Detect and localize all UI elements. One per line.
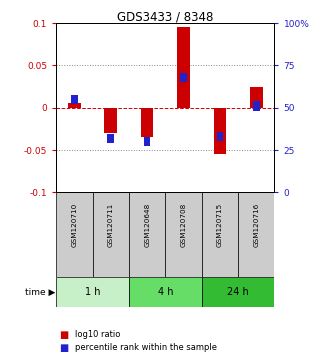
Bar bbox=[129, 277, 202, 307]
Bar bbox=[92, 193, 129, 277]
Title: GDS3433 / 8348: GDS3433 / 8348 bbox=[117, 10, 213, 23]
Bar bbox=[165, 193, 202, 277]
Text: GSM120648: GSM120648 bbox=[144, 202, 150, 247]
Bar bbox=[104, 108, 117, 133]
Bar bbox=[108, 133, 114, 143]
Bar bbox=[129, 193, 165, 277]
Bar bbox=[56, 193, 92, 277]
Text: ■: ■ bbox=[59, 330, 69, 339]
Text: GSM120715: GSM120715 bbox=[217, 202, 223, 247]
Text: ■: ■ bbox=[59, 343, 69, 353]
Bar bbox=[141, 108, 153, 137]
Text: GSM120716: GSM120716 bbox=[253, 202, 259, 247]
Bar bbox=[238, 193, 274, 277]
Bar bbox=[144, 137, 151, 146]
Bar bbox=[56, 277, 129, 307]
Text: 24 h: 24 h bbox=[227, 287, 249, 297]
Bar bbox=[177, 27, 190, 108]
Bar bbox=[202, 193, 238, 277]
Bar bbox=[213, 108, 226, 154]
Bar bbox=[250, 86, 263, 108]
Text: GSM120711: GSM120711 bbox=[108, 202, 114, 247]
Text: log10 ratio: log10 ratio bbox=[75, 330, 121, 339]
Bar bbox=[202, 277, 274, 307]
Bar bbox=[180, 73, 187, 82]
Bar bbox=[71, 95, 78, 104]
Text: 1 h: 1 h bbox=[85, 287, 100, 297]
Text: GSM120708: GSM120708 bbox=[180, 202, 187, 247]
Text: 4 h: 4 h bbox=[158, 287, 173, 297]
Text: time ▶: time ▶ bbox=[25, 288, 56, 297]
Bar bbox=[217, 132, 223, 141]
Bar bbox=[68, 103, 81, 108]
Text: GSM120710: GSM120710 bbox=[71, 202, 77, 247]
Bar bbox=[253, 101, 260, 111]
Text: percentile rank within the sample: percentile rank within the sample bbox=[75, 343, 217, 352]
